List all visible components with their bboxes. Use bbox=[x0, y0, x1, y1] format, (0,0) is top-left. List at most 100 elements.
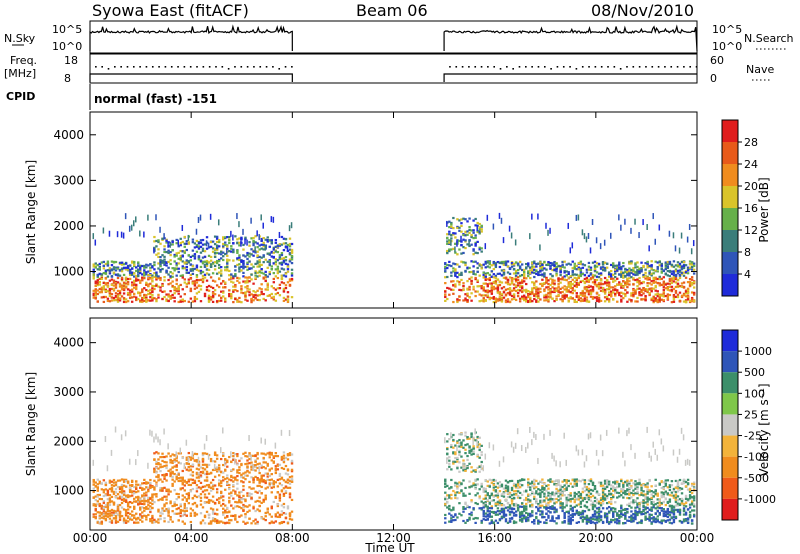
echo-cell bbox=[650, 298, 653, 302]
echo-cell bbox=[185, 458, 189, 461]
echo-cell bbox=[112, 296, 116, 300]
echo-cell bbox=[626, 282, 629, 285]
echo-cell bbox=[141, 276, 144, 279]
echo-cell bbox=[143, 507, 146, 510]
echo-cell bbox=[260, 288, 263, 291]
echo-cell bbox=[474, 294, 477, 298]
echo-cell bbox=[114, 280, 118, 284]
echo-cell bbox=[143, 287, 146, 290]
echo-cell bbox=[246, 459, 249, 462]
echo-cell bbox=[112, 266, 116, 269]
echo-cell bbox=[539, 244, 541, 251]
echo-cell bbox=[581, 291, 585, 294]
echo-cell bbox=[163, 261, 166, 264]
echo-cell bbox=[620, 224, 622, 231]
echo-cell bbox=[161, 290, 164, 293]
echo-cell bbox=[169, 502, 172, 505]
echo-cell bbox=[92, 233, 95, 240]
echo-cell bbox=[126, 501, 130, 504]
echo-cell bbox=[219, 457, 223, 461]
echo-cell bbox=[462, 288, 465, 292]
echo-cell bbox=[607, 298, 611, 301]
echo-cell bbox=[666, 274, 670, 277]
echo-cell bbox=[240, 501, 243, 504]
echo-cell bbox=[448, 239, 451, 242]
echo-cell bbox=[450, 486, 453, 489]
echo-cell bbox=[599, 266, 603, 269]
echo-cell bbox=[498, 291, 502, 294]
echo-cell bbox=[242, 264, 245, 267]
echo-cell bbox=[215, 248, 219, 251]
echo-cell bbox=[219, 447, 222, 454]
echo-cell bbox=[272, 461, 276, 464]
echo-cell bbox=[268, 294, 271, 297]
echo-cell bbox=[444, 496, 447, 499]
echo-cell bbox=[122, 284, 126, 288]
echo-cell bbox=[132, 263, 136, 267]
echo-cell bbox=[666, 288, 670, 291]
echo-cell bbox=[128, 293, 132, 296]
echo-cell bbox=[183, 261, 186, 264]
echo-cell bbox=[147, 500, 150, 503]
echo-cell bbox=[187, 502, 191, 505]
echo-cell bbox=[232, 497, 235, 500]
echo-cell bbox=[228, 239, 231, 242]
echo-cell bbox=[230, 460, 233, 464]
echo-cell bbox=[533, 271, 536, 274]
echo-cell bbox=[522, 297, 526, 300]
echo-cell bbox=[153, 501, 156, 504]
echo-cell bbox=[195, 476, 199, 479]
echo-cell bbox=[282, 257, 286, 260]
echo-cell bbox=[211, 510, 215, 513]
echo-cell bbox=[492, 297, 496, 300]
echo-cell bbox=[555, 272, 558, 275]
echo-cell bbox=[444, 480, 447, 483]
echo-cell bbox=[219, 471, 223, 474]
echo-cell bbox=[290, 478, 294, 481]
echo-cell bbox=[238, 270, 241, 273]
echo-cell bbox=[272, 287, 276, 290]
echo-cell bbox=[498, 281, 502, 284]
echo-cell bbox=[211, 487, 215, 491]
echo-cell bbox=[173, 269, 176, 272]
echo-cell bbox=[110, 299, 114, 302]
echo-cell bbox=[514, 261, 518, 264]
echo-cell bbox=[258, 234, 260, 241]
echo-cell bbox=[137, 503, 140, 506]
echo-cell bbox=[201, 274, 205, 278]
echo-cell bbox=[193, 514, 197, 517]
echo-cell bbox=[583, 233, 586, 240]
echo-cell bbox=[448, 226, 451, 229]
echo-cell bbox=[163, 475, 166, 478]
echo-cell bbox=[676, 261, 680, 264]
y-tick-label: 3000 bbox=[53, 173, 84, 187]
echo-cell bbox=[274, 288, 278, 291]
echo-cell bbox=[98, 280, 101, 284]
echo-cell bbox=[612, 288, 615, 292]
echo-cell bbox=[573, 266, 576, 269]
echo-cell bbox=[278, 472, 282, 476]
echo-cell bbox=[458, 449, 461, 452]
echo-cell bbox=[468, 285, 471, 289]
echo-cell bbox=[102, 296, 106, 299]
echo-cell bbox=[195, 275, 199, 279]
echo-cell bbox=[272, 216, 275, 223]
echo-cell bbox=[122, 288, 126, 291]
echo-cell bbox=[638, 287, 641, 290]
echo-cell bbox=[290, 250, 294, 253]
echo-cell bbox=[504, 281, 508, 284]
echo-cell bbox=[662, 276, 666, 279]
echo-cell bbox=[147, 283, 150, 286]
echo-cell bbox=[690, 296, 694, 300]
echo-cell bbox=[272, 298, 276, 301]
echo-cell bbox=[157, 452, 160, 455]
echo-cell bbox=[252, 295, 255, 299]
echo-cell bbox=[686, 236, 689, 243]
echo-cell bbox=[207, 297, 211, 300]
echo-cell bbox=[98, 504, 101, 508]
echo-cell bbox=[466, 504, 469, 508]
echo-cell bbox=[159, 517, 162, 521]
echo-cell bbox=[232, 452, 235, 455]
echo-cell bbox=[632, 291, 635, 295]
echo-cell bbox=[163, 255, 166, 258]
